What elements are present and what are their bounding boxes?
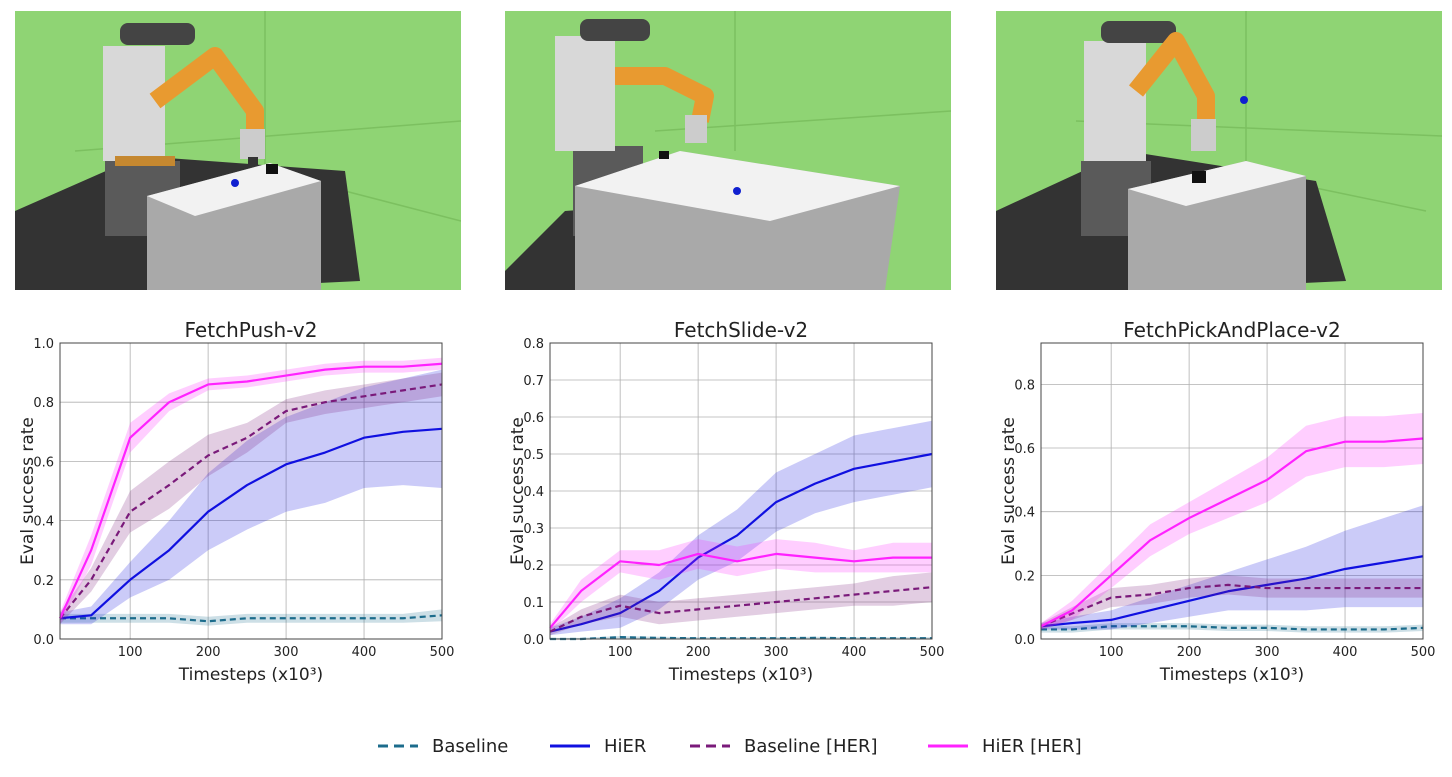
y-tick-label: 0.2	[1014, 569, 1035, 584]
chart-title: FetchPickAndPlace-v2	[1123, 318, 1340, 342]
chart-fetch-slide: FetchSlide-v2 100 200 300 400 500 0.0 0.1 0.2 0.3…	[490, 315, 960, 690]
y-tick-label: 0.7	[523, 374, 544, 389]
legend: Baseline HiER Baseline [HER] HiER [HER]	[0, 728, 1452, 764]
plot-frame	[59, 342, 443, 640]
band-baseline-her	[550, 572, 932, 636]
x-tick-label: 400	[352, 645, 377, 660]
fetch-pick-and-place-plot: FetchPickAndPlace-v2 100 200 300 400 500 0.0 0.…	[999, 318, 1436, 685]
chart-fetch-push: FetchPush-v2 100 200 300 400 500 0.0 0.2 0.4 0.6 0…	[0, 315, 470, 690]
chart-title: FetchSlide-v2	[674, 318, 808, 342]
scene-fetch-pick-and-place	[996, 11, 1442, 290]
x-tick-label: 500	[920, 645, 945, 660]
x-tick-label: 300	[764, 645, 789, 660]
series-hier	[549, 452, 933, 633]
y-axis-label: Eval success rate	[999, 417, 1019, 565]
legend-label: HiER [HER]	[982, 736, 1082, 757]
band-hier-her	[1041, 413, 1423, 630]
x-tick-label: 300	[1255, 645, 1280, 660]
scene-fetch-push	[15, 11, 461, 290]
plot-frame	[1040, 342, 1424, 640]
x-tick-label: 200	[1177, 645, 1202, 660]
legend-item-baseline: Baseline	[378, 736, 508, 757]
x-tick-label: 400	[842, 645, 867, 660]
series-hier-her	[1040, 437, 1424, 628]
band-hier	[1041, 505, 1423, 630]
legend-label: HiER	[604, 736, 646, 757]
y-tick-label: 0.6	[33, 455, 54, 470]
x-tick-label: 500	[430, 645, 455, 660]
x-tick-label: 300	[274, 645, 299, 660]
x-tick-label: 100	[1099, 645, 1124, 660]
fetch-push-render	[15, 11, 461, 290]
y-tick-label: 0.1	[523, 596, 544, 611]
legend-label: Baseline	[432, 736, 508, 757]
y-tick-label: 0.8	[523, 337, 544, 352]
series-hier	[1040, 555, 1424, 628]
x-tick-label: 200	[686, 645, 711, 660]
x-axis-label: Timesteps (x10³)	[178, 665, 323, 685]
y-tick-label: 0.4	[523, 485, 544, 500]
y-tick-label: 0.8	[33, 396, 54, 411]
series-hier-her	[549, 552, 932, 629]
scene-fetch-slide	[505, 11, 951, 290]
x-tick-label: 200	[196, 645, 221, 660]
fetch-pick-and-place-render	[996, 11, 1442, 290]
y-tick-label: 0.8	[1014, 378, 1035, 393]
y-tick-label: 1.0	[33, 337, 54, 352]
series-hier-her	[58, 362, 443, 619]
y-axis-label: Eval success rate	[508, 417, 528, 565]
x-axis-label: Timesteps (x10³)	[1159, 665, 1304, 685]
chart-title: FetchPush-v2	[185, 318, 318, 342]
fetch-push-plot: FetchPush-v2 100 200 300 400 500 0.0 0.2 0.4 0.6 0…	[18, 318, 455, 685]
y-tick-label: 0.2	[33, 574, 54, 589]
y-tick-label: 0.0	[1014, 633, 1035, 648]
x-tick-label: 400	[1333, 645, 1358, 660]
legend-item-hier-her: HiER [HER]	[928, 736, 1082, 757]
y-axis-label: Eval success rate	[18, 417, 38, 565]
legend-items: Baseline HiER Baseline [HER] HiER [HER]	[378, 736, 1082, 757]
legend-item-baseline-her: Baseline [HER]	[690, 736, 878, 757]
fetch-slide-render	[505, 11, 951, 290]
y-tick-label: 0.4	[33, 515, 54, 530]
fetch-slide-plot: FetchSlide-v2 100 200 300 400 500 0.0 0.1 0.2 0.3…	[508, 318, 945, 685]
x-tick-label: 100	[608, 645, 633, 660]
chart-fetch-pick-and-place: FetchPickAndPlace-v2 100 200 300 400 500 0.0 0.…	[981, 315, 1451, 690]
y-tick-label: 0.3	[523, 522, 544, 537]
y-tick-label: 0.6	[1014, 442, 1035, 457]
series-baseline-her	[1040, 583, 1423, 628]
y-tick-label: 0.4	[1014, 506, 1035, 521]
series-baseline-her	[549, 586, 933, 633]
band-baseline-her	[60, 372, 442, 625]
legend-label: Baseline [HER]	[744, 736, 878, 757]
y-tick-label: 0.2	[523, 559, 544, 574]
y-tick-label: 0.6	[523, 411, 544, 426]
series-baseline-her	[59, 383, 443, 619]
y-tick-label: 0.5	[523, 448, 544, 463]
x-tick-label: 500	[1411, 645, 1436, 660]
series-hier	[59, 427, 443, 620]
band-hier-her	[550, 539, 932, 632]
legend-item-hier: HiER	[550, 736, 646, 757]
x-tick-label: 100	[118, 645, 143, 660]
band-hier-her	[60, 357, 442, 625]
plot-frame	[549, 342, 933, 640]
x-axis-label: Timesteps (x10³)	[668, 665, 813, 685]
band-hier	[60, 369, 442, 625]
y-tick-label: 0.0	[33, 633, 54, 648]
y-tick-label: 0.0	[523, 633, 544, 648]
